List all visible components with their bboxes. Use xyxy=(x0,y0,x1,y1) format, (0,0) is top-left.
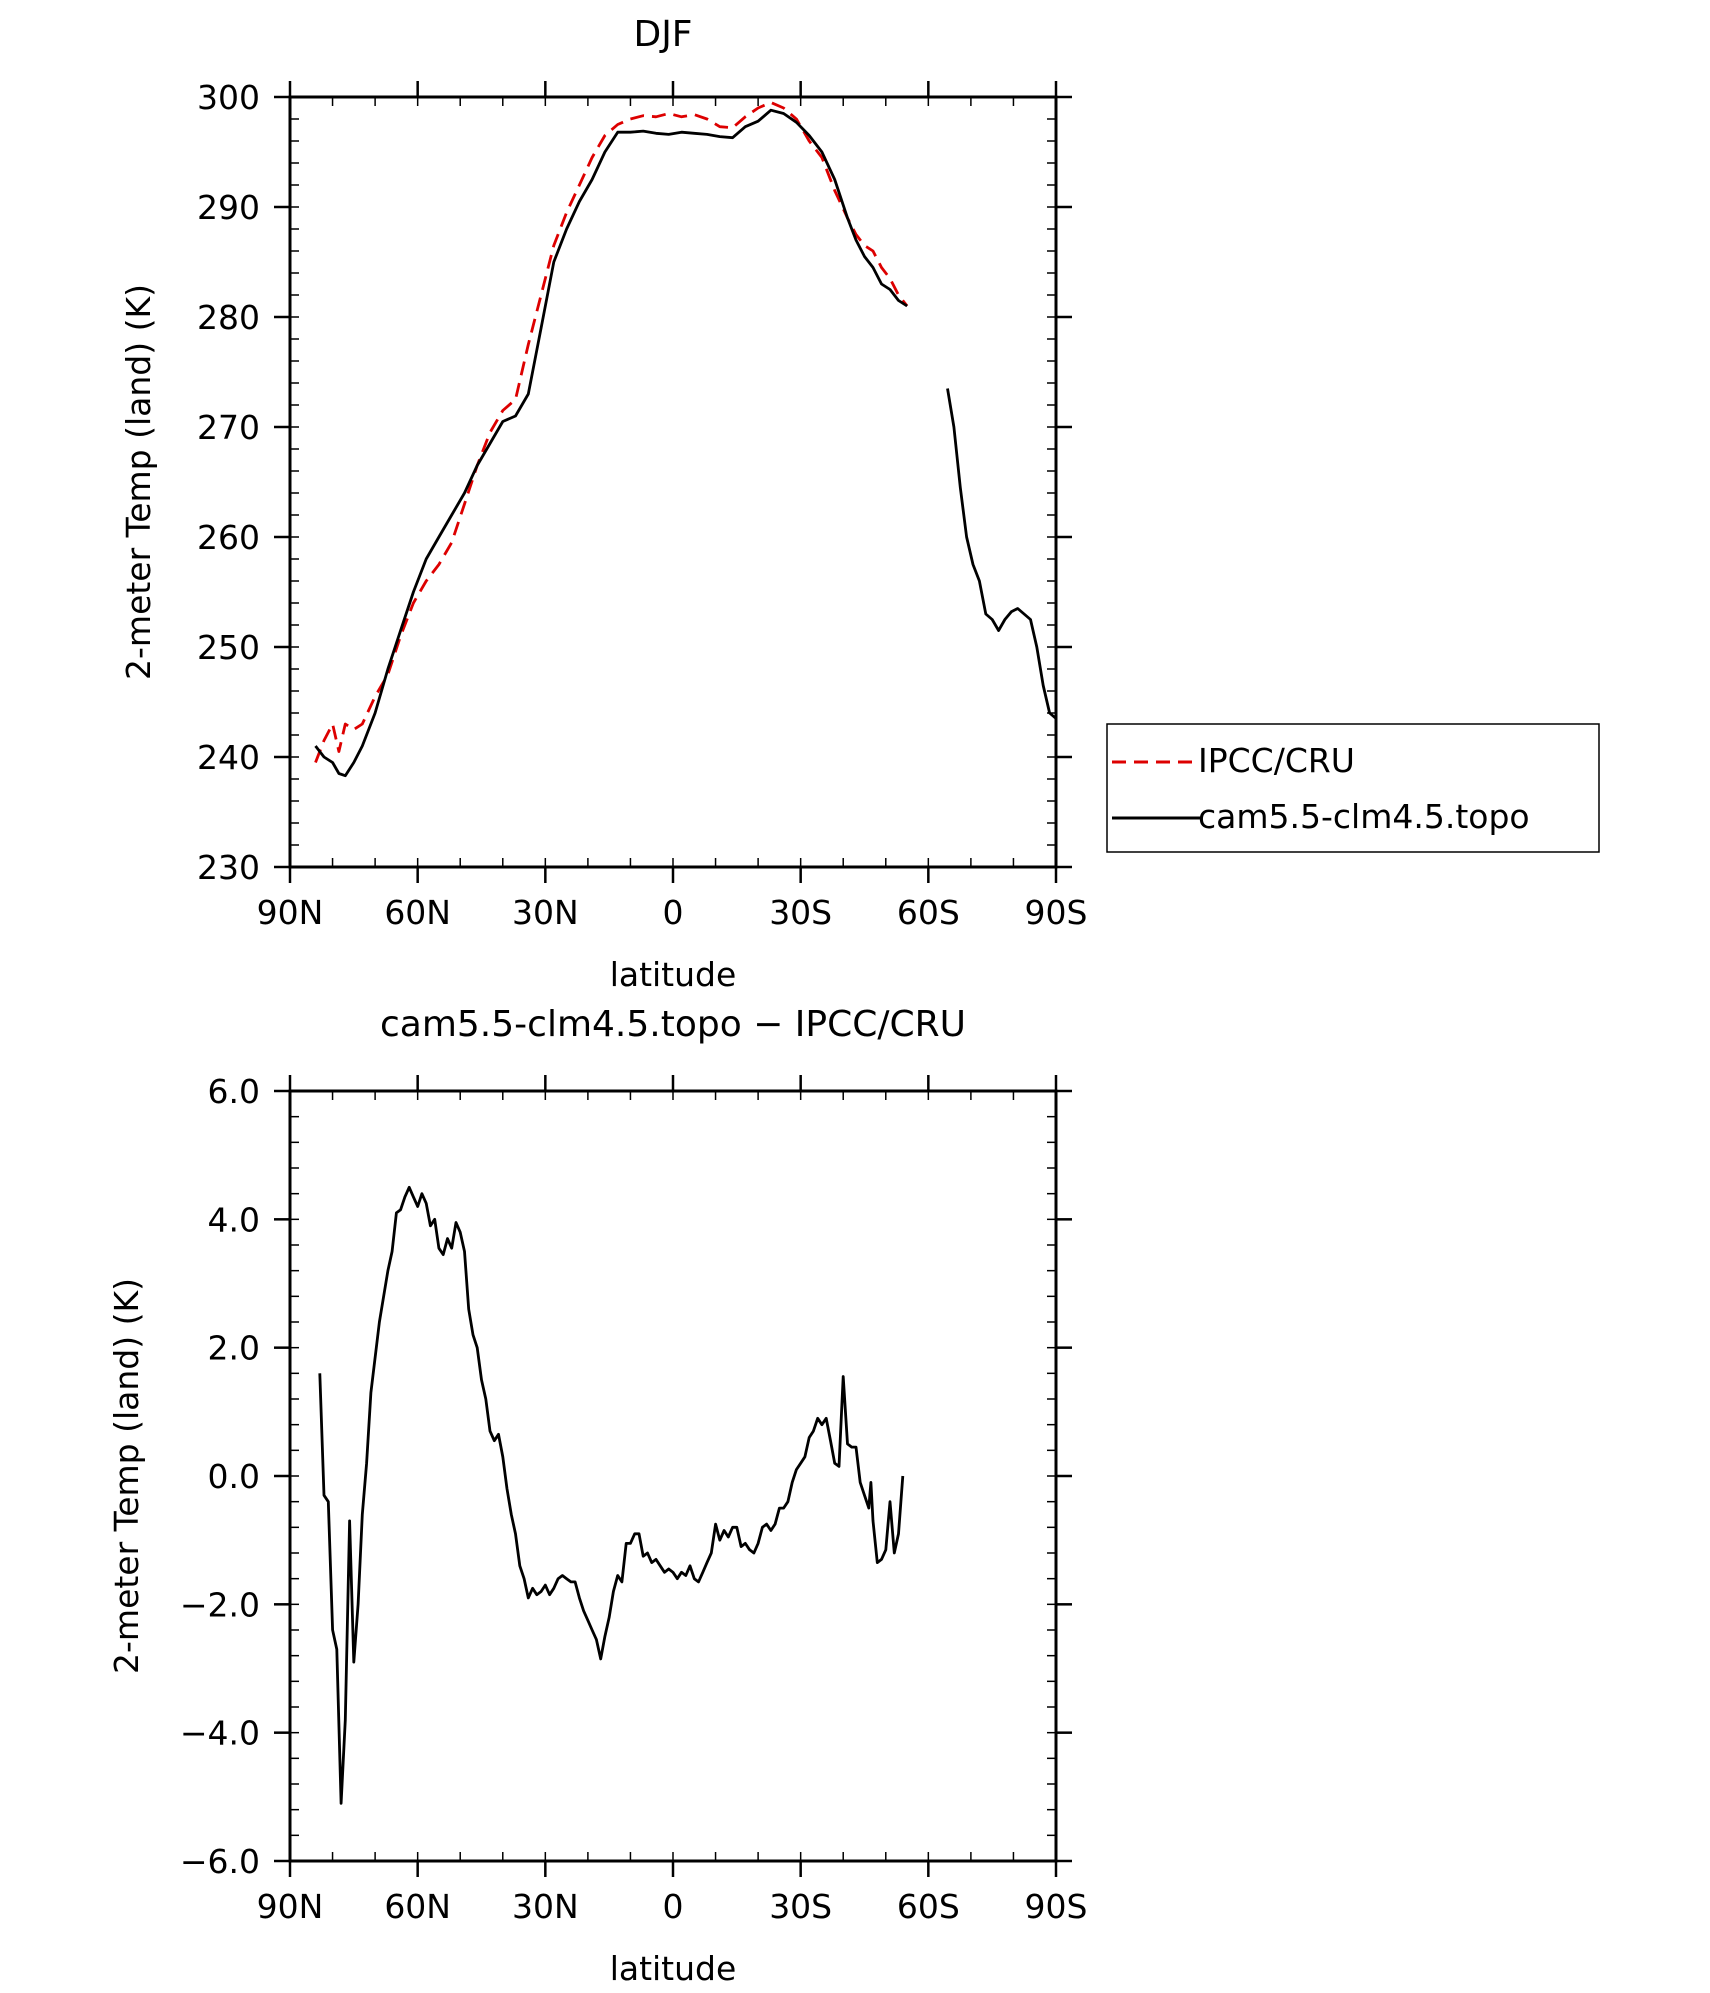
y-tick-label: 280 xyxy=(197,298,260,337)
x-tick-label: 0 xyxy=(663,1887,684,1926)
legend-label-ipcc-cru: IPCC/CRU xyxy=(1198,741,1355,780)
axis-ticks xyxy=(274,1075,1072,1877)
x-tick-label: 90N xyxy=(257,893,324,932)
x-tick-label: 60S xyxy=(897,1887,960,1926)
temperature-panel: DJF 90N 60N 30N 0 30S 60S 90S 230 240 250 260 270 28… xyxy=(119,14,1087,994)
y-tick-label: 260 xyxy=(197,518,260,557)
y-tick-label: 250 xyxy=(197,628,260,667)
legend: IPCC/CRU cam5.5-clm4.5.topo xyxy=(1106,723,1600,853)
x-tick-label: 90S xyxy=(1025,893,1088,932)
plot-frame xyxy=(288,95,1058,869)
series-line-cam5-5-clm4-5-topo xyxy=(946,388,1057,720)
tick-labels: 90N 60N 30N 0 30S 60S 90S 230 240 250 260 270 280 290… xyxy=(197,78,1087,932)
series-line-cam5-5-clm4-5-topo xyxy=(314,108,908,778)
legend-box xyxy=(1106,723,1600,853)
y-tick-label: −6.0 xyxy=(180,1842,260,1881)
y-tick-label: 270 xyxy=(197,408,260,447)
x-tick-label: 60S xyxy=(897,893,960,932)
x-tick-label: 30N xyxy=(512,893,579,932)
x-tick-label: 60N xyxy=(384,893,451,932)
axis-ticks xyxy=(274,81,1072,883)
plot-frame xyxy=(288,1089,1058,1863)
y-tick-label: −4.0 xyxy=(180,1714,260,1753)
x-tick-label: 30S xyxy=(769,893,832,932)
y-tick-label: 240 xyxy=(197,738,260,777)
legend-label-cam: cam5.5-clm4.5.topo xyxy=(1198,797,1530,836)
y-tick-label: 2.0 xyxy=(208,1329,260,1368)
plot-lines xyxy=(314,101,1057,778)
tick-labels: 90N 60N 30N 0 30S 60S 90S −6.0 −4.0 −2.0 0.0 2.0 4.0… xyxy=(180,1072,1088,1926)
y-tick-label: 300 xyxy=(197,78,260,117)
y-tick-label: 290 xyxy=(197,188,260,227)
x-tick-label: 30S xyxy=(769,1887,832,1926)
plot-lines xyxy=(318,1185,905,1805)
x-axis-label: latitude xyxy=(610,1949,737,1988)
series-line-ipcc-cru xyxy=(314,101,909,764)
y-axis-label: 2-meter Temp (land) (K) xyxy=(119,284,158,680)
x-tick-label: 60N xyxy=(384,1887,451,1926)
y-tick-label: −2.0 xyxy=(180,1585,260,1624)
y-tick-label: 4.0 xyxy=(208,1200,260,1239)
y-axis-label: 2-meter Temp (land) (K) xyxy=(107,1278,146,1674)
x-tick-label: 30N xyxy=(512,1887,579,1926)
chart-title: cam5.5-clm4.5.topo − IPCC/CRU xyxy=(380,1004,966,1045)
x-tick-label: 90N xyxy=(257,1887,324,1926)
chart-title: DJF xyxy=(633,14,692,55)
y-tick-label: 0.0 xyxy=(208,1457,260,1496)
series-line-difference xyxy=(318,1185,905,1805)
x-tick-label: 90S xyxy=(1025,1887,1088,1926)
y-tick-label: 230 xyxy=(197,848,260,887)
difference-panel: cam5.5-clm4.5.topo − IPCC/CRU 90N 60N 30N 0… xyxy=(107,1004,1087,1988)
x-tick-label: 0 xyxy=(663,893,684,932)
y-tick-label: 6.0 xyxy=(208,1072,260,1111)
x-axis-label: latitude xyxy=(610,955,737,994)
